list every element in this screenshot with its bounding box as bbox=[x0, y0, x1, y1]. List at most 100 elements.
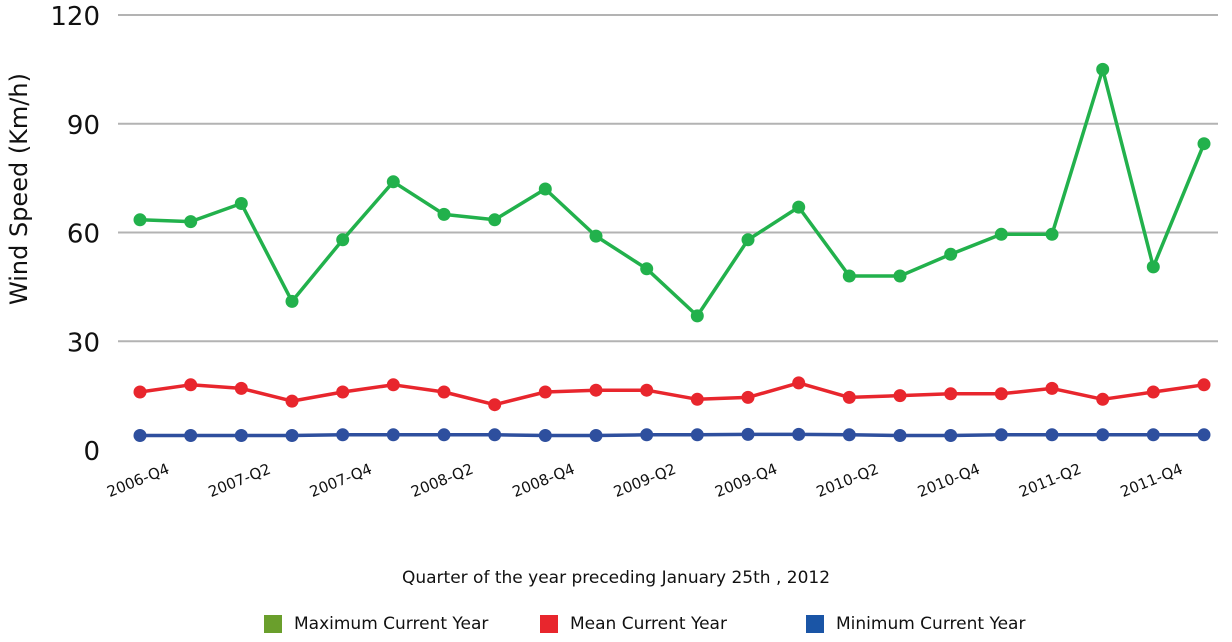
legend-label-mean: Mean Current Year bbox=[570, 614, 727, 634]
series-2 bbox=[133, 427, 1211, 442]
y-tick-label-90: 90 bbox=[67, 111, 100, 141]
data-point-2-7 bbox=[488, 428, 502, 442]
data-point-1-14 bbox=[842, 390, 856, 404]
gridlines bbox=[118, 14, 1218, 343]
data-point-2-15 bbox=[893, 429, 907, 442]
data-point-2-13 bbox=[792, 427, 806, 441]
legend: Maximum Current Year Mean Current Year M… bbox=[0, 610, 1232, 638]
data-point-0-5 bbox=[386, 175, 400, 189]
data-point-2-10 bbox=[640, 428, 654, 442]
data-point-0-14 bbox=[842, 269, 856, 283]
x-tick-label-2007-Q2: 2007-Q2 bbox=[206, 460, 273, 501]
legend-swatch-minimum bbox=[806, 615, 824, 633]
data-point-2-4 bbox=[336, 428, 350, 442]
data-point-1-19 bbox=[1096, 392, 1110, 406]
data-point-1-17 bbox=[994, 387, 1008, 401]
series-1 bbox=[133, 376, 1211, 412]
data-point-2-6 bbox=[437, 428, 451, 442]
data-point-1-9 bbox=[589, 383, 603, 397]
data-point-0-8 bbox=[538, 182, 552, 196]
x-axis-ticks: 2006-Q4 2007-Q2 2007-Q4 2008-Q2 2008-Q4 2009-… bbox=[104, 460, 1185, 501]
x-tick-label-2009-Q4: 2009-Q4 bbox=[712, 460, 779, 501]
data-point-1-15 bbox=[893, 389, 907, 403]
legend-item-maximum: Maximum Current Year bbox=[264, 610, 488, 638]
y-axis-ticks: 0 30 60 90 120 bbox=[50, 2, 100, 467]
data-point-2-9 bbox=[589, 429, 603, 442]
data-point-1-13 bbox=[792, 376, 806, 390]
data-point-1-0 bbox=[133, 385, 147, 399]
data-point-2-17 bbox=[994, 428, 1008, 442]
data-point-2-11 bbox=[690, 428, 704, 442]
legend-item-minimum: Minimum Current Year bbox=[806, 610, 1025, 638]
y-axis-title: Wind Speed (Km/h) bbox=[5, 73, 33, 305]
data-point-0-11 bbox=[690, 309, 704, 323]
data-point-1-10 bbox=[640, 383, 654, 397]
data-point-1-12 bbox=[741, 390, 755, 404]
y-tick-label-30: 30 bbox=[67, 328, 100, 358]
series-line-2 bbox=[140, 432, 1204, 438]
data-point-0-6 bbox=[437, 207, 451, 221]
data-point-0-1 bbox=[184, 215, 198, 229]
series-line-1 bbox=[139, 381, 1205, 407]
data-point-0-9 bbox=[589, 229, 603, 243]
data-point-1-18 bbox=[1045, 381, 1059, 395]
data-point-1-7 bbox=[488, 398, 502, 412]
data-point-2-21 bbox=[1197, 428, 1211, 442]
data-point-2-18 bbox=[1045, 428, 1059, 442]
data-point-0-15 bbox=[893, 269, 907, 283]
x-tick-label-2009-Q2: 2009-Q2 bbox=[611, 460, 678, 501]
data-point-0-18 bbox=[1045, 227, 1059, 241]
x-tick-label-2008-Q4: 2008-Q4 bbox=[510, 460, 577, 501]
data-point-2-0 bbox=[133, 429, 147, 442]
data-point-0-10 bbox=[640, 262, 654, 276]
data-point-0-19 bbox=[1096, 62, 1110, 76]
data-point-0-12 bbox=[741, 233, 755, 247]
x-tick-label-2007-Q4: 2007-Q4 bbox=[307, 460, 374, 501]
data-point-2-14 bbox=[842, 428, 856, 442]
data-point-1-5 bbox=[386, 378, 400, 392]
data-point-0-0 bbox=[133, 213, 147, 227]
data-point-2-3 bbox=[285, 429, 299, 442]
legend-swatch-maximum bbox=[264, 615, 282, 633]
data-point-1-8 bbox=[538, 385, 552, 399]
data-point-2-12 bbox=[741, 427, 755, 441]
data-point-1-16 bbox=[944, 387, 958, 401]
data-point-2-1 bbox=[184, 429, 198, 442]
data-point-2-8 bbox=[538, 429, 552, 442]
data-point-1-1 bbox=[184, 378, 198, 392]
data-point-0-21 bbox=[1197, 137, 1211, 151]
data-point-2-20 bbox=[1146, 428, 1160, 442]
series-line-0 bbox=[139, 67, 1206, 318]
x-axis-title: Quarter of the year preceding January 25… bbox=[401, 568, 831, 588]
x-tick-label-2011-Q2: 2011-Q2 bbox=[1016, 460, 1083, 501]
data-point-0-7 bbox=[488, 213, 502, 227]
data-point-0-13 bbox=[792, 200, 806, 214]
y-tick-label-120: 120 bbox=[50, 2, 100, 32]
y-tick-label-60: 60 bbox=[67, 220, 100, 250]
legend-label-maximum: Maximum Current Year bbox=[294, 614, 489, 634]
data-point-1-21 bbox=[1197, 378, 1211, 392]
data-point-1-20 bbox=[1146, 385, 1160, 399]
x-tick-label-2008-Q2: 2008-Q2 bbox=[408, 460, 475, 501]
y-tick-label-0: 0 bbox=[83, 437, 100, 467]
legend-item-mean: Mean Current Year bbox=[540, 610, 727, 638]
data-point-2-19 bbox=[1096, 428, 1110, 442]
data-point-0-17 bbox=[994, 227, 1008, 241]
data-point-2-16 bbox=[944, 429, 958, 442]
data-point-0-4 bbox=[336, 233, 350, 247]
data-point-0-3 bbox=[285, 294, 299, 308]
legend-label-minimum: Minimum Current Year bbox=[836, 614, 1026, 634]
data-point-0-20 bbox=[1146, 260, 1160, 274]
data-point-1-2 bbox=[234, 381, 248, 395]
x-tick-label-2010-Q4: 2010-Q4 bbox=[915, 460, 982, 501]
data-point-1-6 bbox=[437, 385, 451, 399]
series-lines bbox=[133, 62, 1211, 442]
data-point-0-2 bbox=[234, 197, 248, 210]
x-tick-label-2011-Q4: 2011-Q4 bbox=[1118, 460, 1185, 501]
series-0 bbox=[133, 62, 1211, 323]
data-point-2-5 bbox=[386, 428, 400, 442]
legend-swatch-mean bbox=[540, 615, 558, 633]
data-point-0-16 bbox=[944, 247, 958, 261]
data-point-1-11 bbox=[690, 392, 704, 406]
